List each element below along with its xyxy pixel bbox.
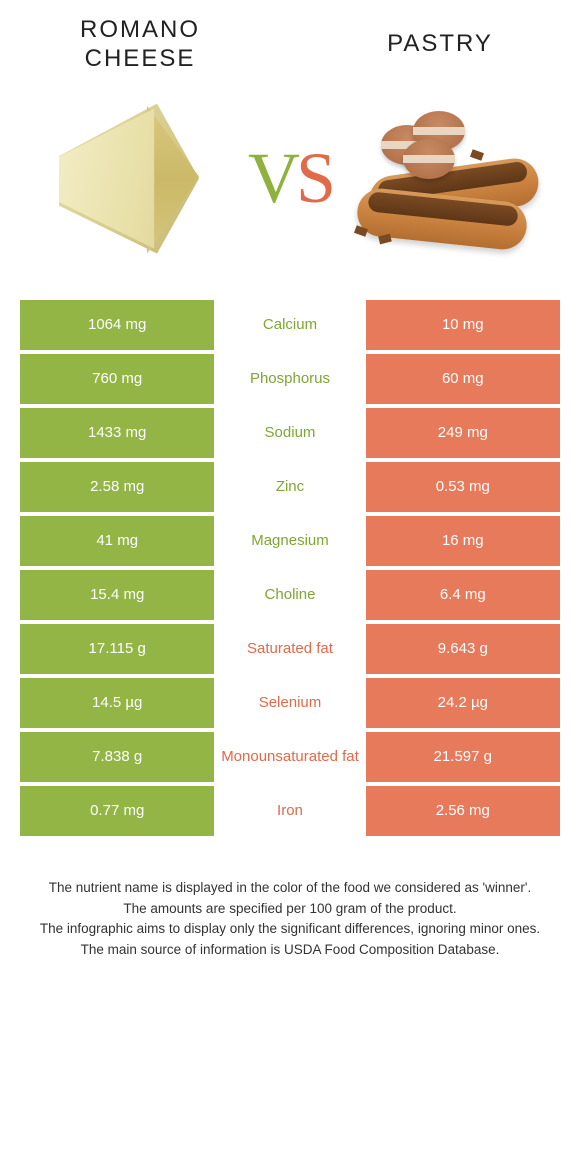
left-value: 15.4 mg [20, 570, 214, 620]
nutrient-label: Monounsaturated fat [214, 732, 365, 782]
nutrient-label: Choline [214, 570, 365, 620]
left-title-line2: cheese [85, 45, 196, 72]
nutrient-label: Sodium [214, 408, 365, 458]
right-value: 16 mg [366, 516, 560, 566]
cheese-image [20, 84, 248, 274]
right-value: 0.53 mg [366, 462, 560, 512]
pastry-image [332, 84, 560, 274]
right-value: 21.597 g [366, 732, 560, 782]
table-row: 41 mgMagnesium16 mg [20, 516, 560, 566]
right-value: 6.4 mg [366, 570, 560, 620]
table-row: 17.115 gSaturated fat9.643 g [20, 624, 560, 674]
right-value: 10 mg [366, 300, 560, 350]
left-value: 7.838 g [20, 732, 214, 782]
right-value: 2.56 mg [366, 786, 560, 836]
left-value: 17.115 g [20, 624, 214, 674]
left-value: 14.5 µg [20, 678, 214, 728]
table-row: 2.58 mgZinc0.53 mg [20, 462, 560, 512]
header: Romano cheese Pastry [20, 16, 560, 74]
nutrient-label: Saturated fat [214, 624, 365, 674]
left-value: 2.58 mg [20, 462, 214, 512]
right-value: 249 mg [366, 408, 560, 458]
left-value: 0.77 mg [20, 786, 214, 836]
table-row: 7.838 gMonounsaturated fat21.597 g [20, 732, 560, 782]
footnote-line: The infographic aims to display only the… [26, 919, 554, 940]
left-value: 1433 mg [20, 408, 214, 458]
table-row: 1064 mgCalcium10 mg [20, 300, 560, 350]
footnote-line: The nutrient name is displayed in the co… [26, 878, 554, 899]
right-value: 24.2 µg [366, 678, 560, 728]
right-value: 60 mg [366, 354, 560, 404]
nutrient-label: Phosphorus [214, 354, 365, 404]
nutrient-label: Calcium [214, 300, 365, 350]
left-title: Romano cheese [20, 16, 260, 74]
nutrient-label: Selenium [214, 678, 365, 728]
nutrient-label: Magnesium [214, 516, 365, 566]
right-title: Pastry [320, 30, 560, 59]
right-value: 9.643 g [366, 624, 560, 674]
footnotes: The nutrient name is displayed in the co… [20, 878, 560, 962]
left-value: 1064 mg [20, 300, 214, 350]
vs-label: VS [248, 137, 332, 220]
nutrient-label: Zinc [214, 462, 365, 512]
images-row: VS [20, 84, 560, 274]
table-row: 15.4 mgCholine6.4 mg [20, 570, 560, 620]
left-value: 760 mg [20, 354, 214, 404]
table-row: 0.77 mgIron2.56 mg [20, 786, 560, 836]
footnote-line: The amounts are specified per 100 gram o… [26, 899, 554, 920]
footnote-line: The main source of information is USDA F… [26, 940, 554, 961]
nutrient-label: Iron [214, 786, 365, 836]
comparison-table: 1064 mgCalcium10 mg760 mgPhosphorus60 mg… [20, 296, 560, 840]
table-row: 14.5 µgSelenium24.2 µg [20, 678, 560, 728]
table-row: 1433 mgSodium249 mg [20, 408, 560, 458]
table-row: 760 mgPhosphorus60 mg [20, 354, 560, 404]
left-value: 41 mg [20, 516, 214, 566]
left-title-line1: Romano [80, 16, 200, 43]
